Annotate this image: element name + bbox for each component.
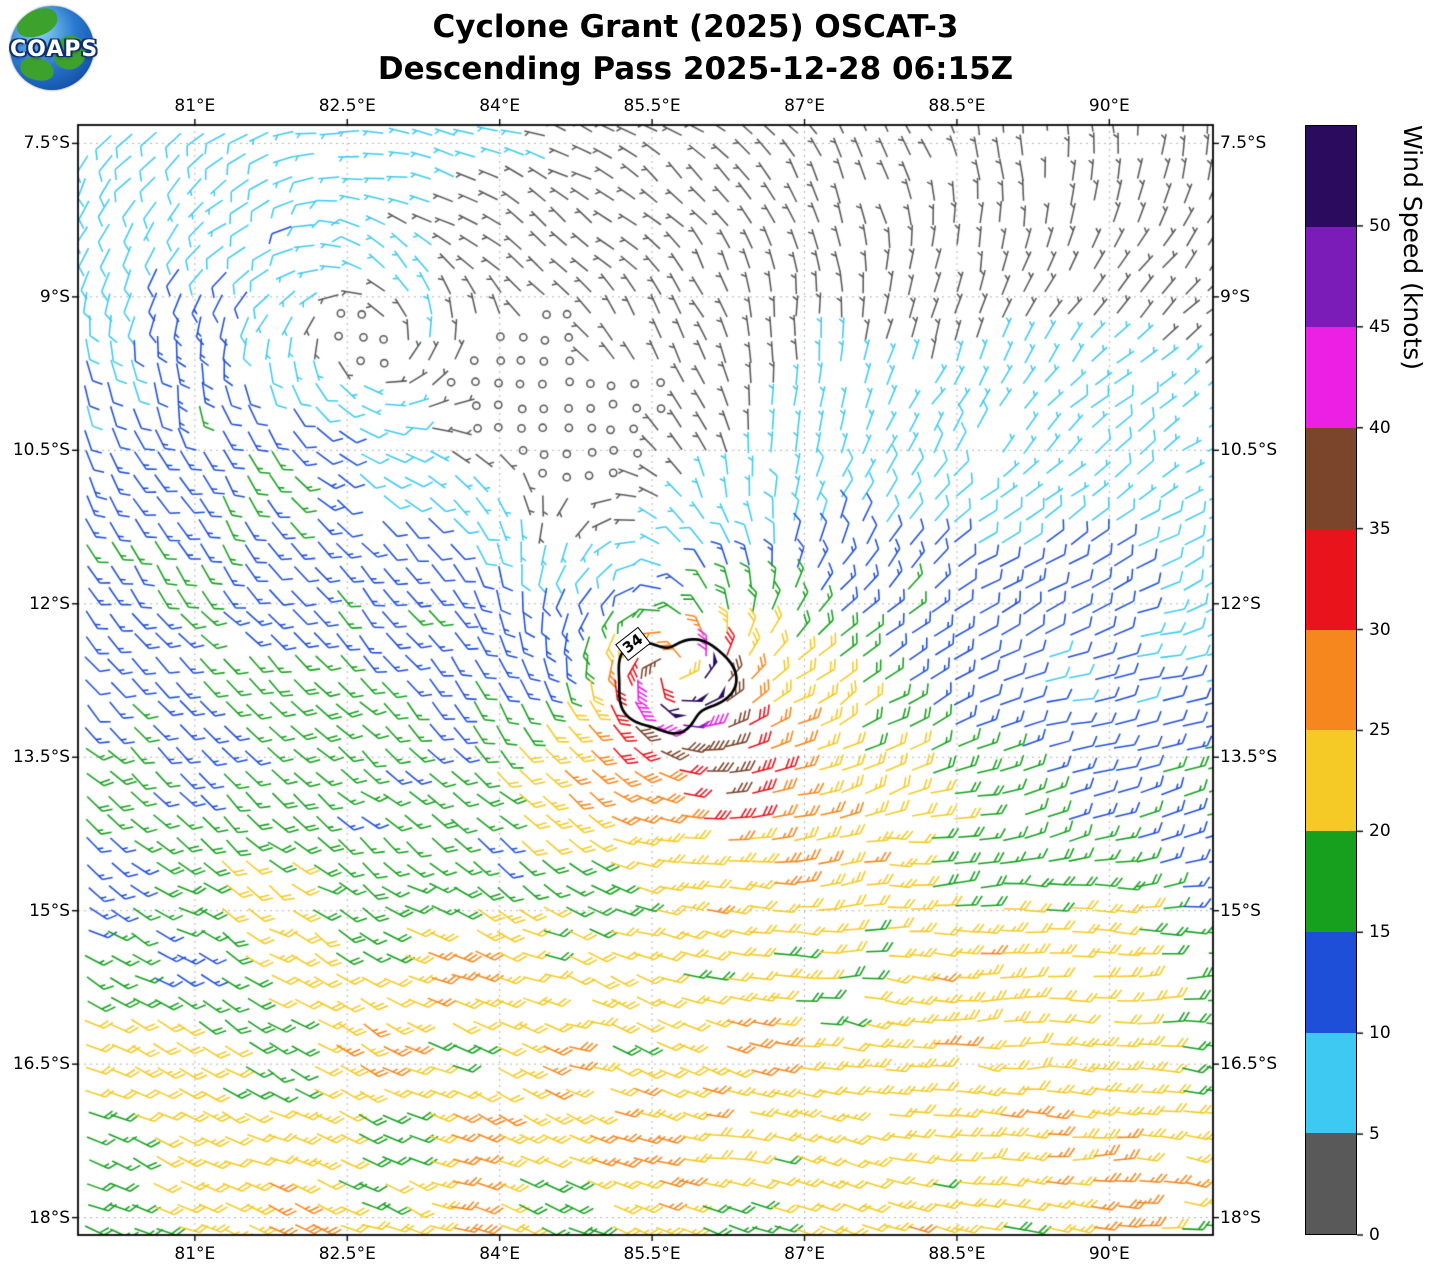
x-tick-label-top: 84°E [479, 96, 521, 116]
x-tick-label-bottom: 81°E [174, 1244, 216, 1264]
y-tick-label-right: 7.5°S [1220, 133, 1267, 154]
title-line2: Descending Pass 2025-12-28 06:15Z [377, 51, 1014, 87]
x-tick-label-bottom: 85.5°E [623, 1244, 681, 1264]
colorbar-segment [1306, 629, 1356, 731]
y-tick-label-right: 15°S [1220, 900, 1261, 921]
y-tick-label-right: 12°S [1220, 593, 1261, 614]
colorbar-segment [1306, 1032, 1356, 1134]
title-line1: Cyclone Grant (2025) OSCAT-3 [432, 9, 959, 45]
x-tick-label-top: 85.5°E [623, 96, 681, 116]
colorbar-tick-label: 0 [1369, 1225, 1380, 1245]
x-tick-label-bottom: 82.5°E [318, 1244, 376, 1264]
y-tick-label-left: 7.5°S [23, 133, 70, 154]
plot-title: Cyclone Grant (2025) OSCAT-3 Descending … [78, 6, 1313, 90]
y-tick-label-left: 18°S [29, 1207, 70, 1228]
colorbar-tick-label: 5 [1369, 1124, 1380, 1145]
colorbar-segment [1306, 1133, 1356, 1234]
y-tick-label-right: 9°S [1220, 286, 1251, 307]
colorbar-segment [1306, 931, 1356, 1033]
globe-icon [10, 6, 94, 90]
colorbar-tick-label: 50 [1369, 215, 1391, 236]
colorbar-tick-label: 20 [1369, 821, 1391, 842]
colorbar-segment [1306, 428, 1356, 529]
x-tick-label-top: 81°E [174, 96, 216, 116]
coaps-logo-text: COAPS [10, 37, 99, 62]
colorbar-axis-label: Wind Speed (knots) [1398, 125, 1427, 371]
colorbar-segment [1306, 226, 1356, 328]
y-tick-label-left: 12°S [29, 593, 70, 614]
x-tick-label-top: 82.5°E [318, 96, 376, 116]
globe-continent-shape [13, 6, 61, 41]
colorbar-tick-label: 40 [1369, 417, 1391, 438]
y-tick-label-left: 16.5°S [12, 1054, 70, 1075]
colorbar-tick-label: 30 [1369, 619, 1391, 640]
colorbar-segment [1306, 831, 1356, 932]
x-tick-label-bottom: 88.5°E [928, 1244, 986, 1264]
x-tick-label-top: 87°E [784, 96, 825, 116]
y-tick-label-left: 13.5°S [12, 747, 70, 768]
x-tick-label-top: 88.5°E [928, 96, 986, 116]
colorbar-segment [1306, 327, 1356, 429]
colorbar-tick-label: 45 [1369, 316, 1391, 337]
y-tick-label-right: 18°S [1220, 1207, 1261, 1228]
colorbar-tick-label: 25 [1369, 720, 1391, 741]
y-tick-label-right: 10.5°S [1220, 440, 1278, 461]
x-tick-label-bottom: 84°E [479, 1244, 521, 1264]
y-tick-label-left: 9°S [39, 286, 70, 307]
y-tick-label-left: 10.5°S [12, 440, 70, 461]
colorbar-tick-label: 35 [1369, 518, 1391, 539]
colorbar-segment [1306, 528, 1356, 630]
x-tick-label-top: 90°E [1088, 96, 1130, 116]
x-tick-label-bottom: 90°E [1088, 1244, 1130, 1264]
colorbar-segment [1306, 125, 1356, 227]
y-tick-label-right: 13.5°S [1220, 747, 1278, 768]
coaps-logo: COAPS [10, 6, 99, 90]
colorbar [1305, 125, 1357, 1235]
colorbar-tick-label: 10 [1369, 1023, 1391, 1044]
colorbar-tick-label: 15 [1369, 922, 1391, 943]
y-tick-label-right: 16.5°S [1220, 1054, 1278, 1075]
x-tick-label-bottom: 87°E [784, 1244, 825, 1264]
y-tick-label-left: 15°S [29, 900, 70, 921]
colorbar-segment [1306, 730, 1356, 832]
